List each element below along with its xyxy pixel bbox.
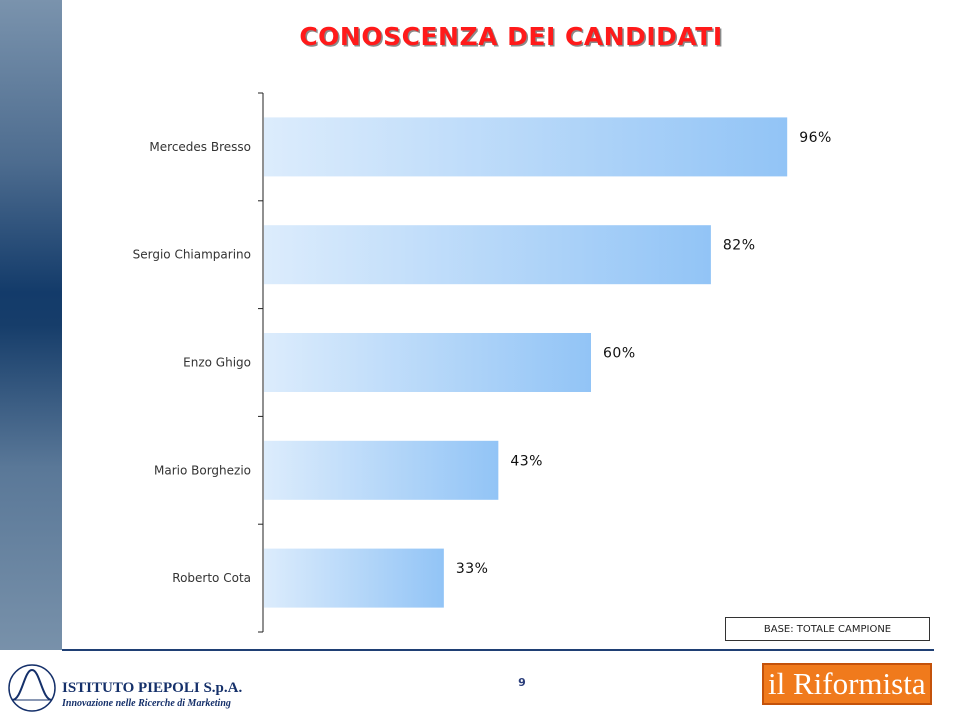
category-label: Roberto Cota [172,571,251,585]
bar [264,440,499,500]
bar [264,333,591,392]
il-riformista-logo: il Riformista [762,663,932,705]
value-label: 43% [510,453,543,469]
chart-title: CONOSCENZA DEI CANDIDATI [299,22,723,51]
category-label: Mario Borghezio [154,463,251,477]
category-label: Sergio Chiamparino [133,248,251,262]
bar [264,225,711,285]
value-label: 82% [723,238,756,254]
value-label: 96% [799,130,832,146]
base-note: BASE: TOTALE CAMPIONE [725,617,930,641]
bar [264,117,788,177]
value-label: 60% [603,346,636,362]
logo-name: ISTITUTO PIEPOLI S.p.A. [62,680,243,696]
logo-tagline: Innovazione nelle Ricerche di Marketing [62,698,231,709]
footer-divider [62,649,934,651]
side-band [0,0,62,650]
page-number: 9 [518,676,526,689]
bell-curve-icon [8,664,56,712]
category-label: Mercedes Bresso [149,140,251,154]
istituto-piepoli-logo: ISTITUTO PIEPOLI S.p.A. Innovazione nell… [6,660,256,716]
value-label: 33% [456,561,489,577]
bar [264,548,444,608]
category-label: Enzo Ghigo [183,356,251,370]
